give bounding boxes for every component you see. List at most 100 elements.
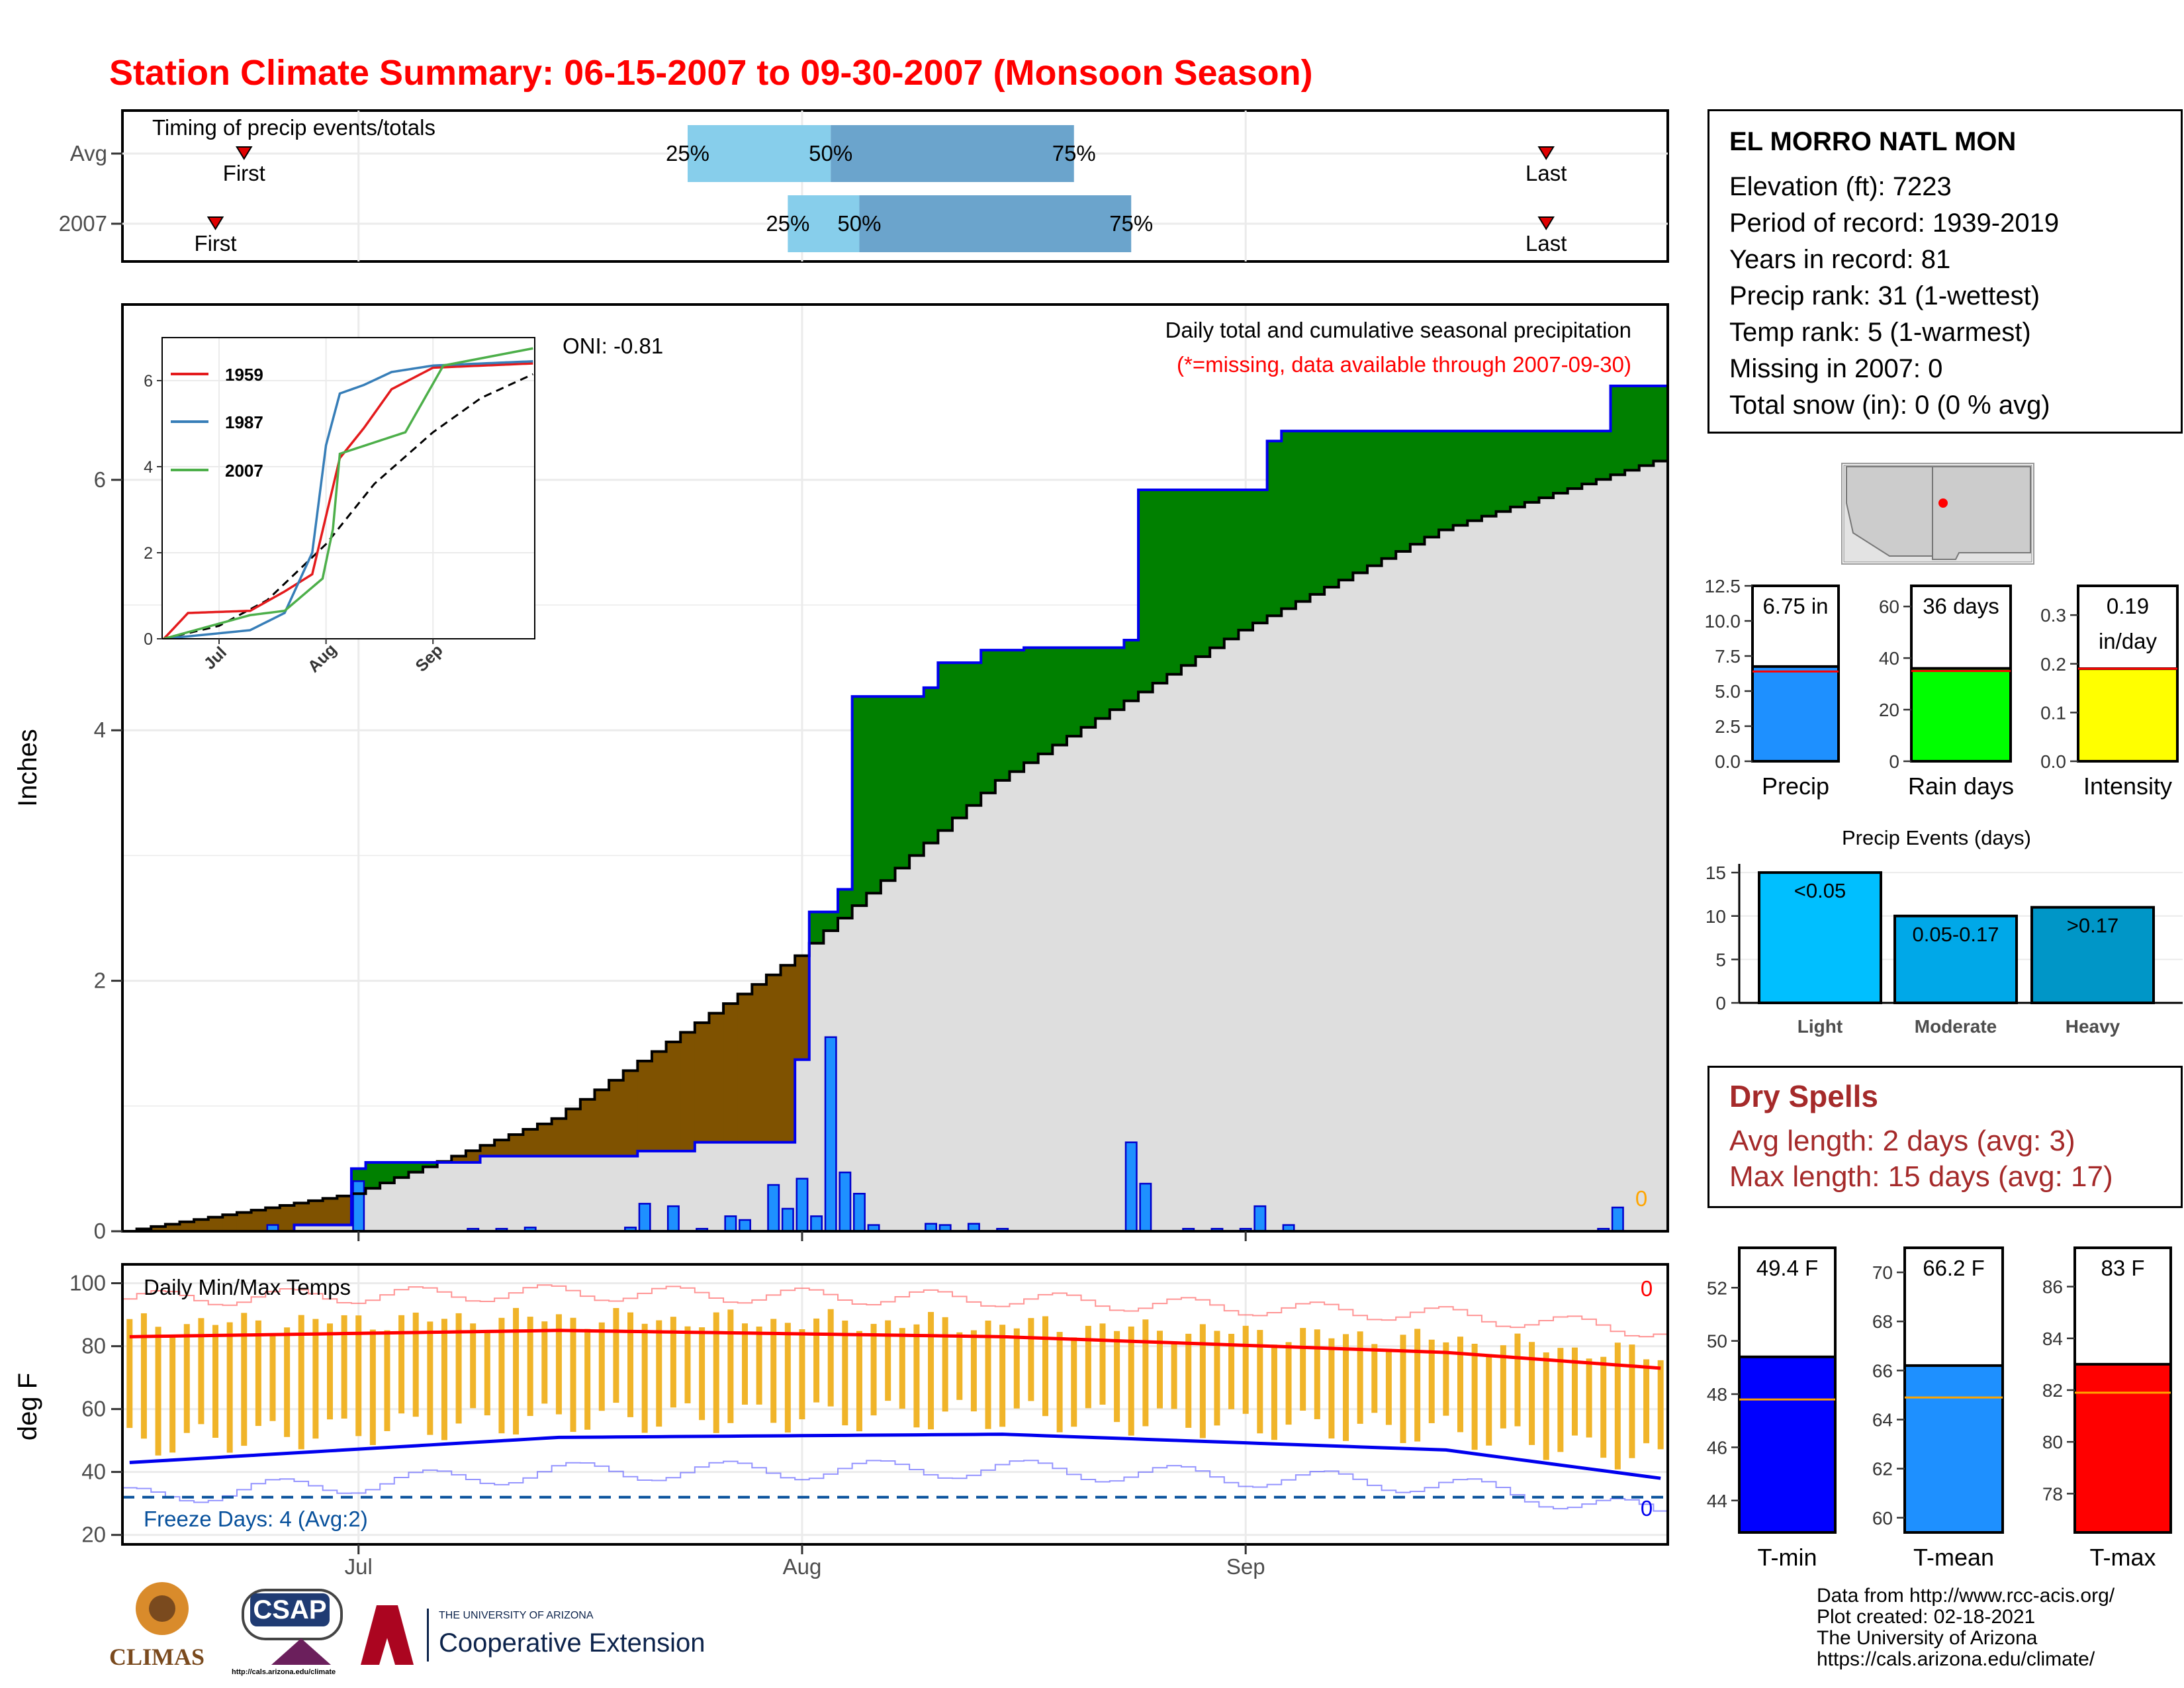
daily-temp-range-bar <box>269 1334 276 1421</box>
last-marker-label: Last <box>1525 161 1567 185</box>
raindays-summary-label: Rain days <box>1908 773 2014 800</box>
daily-precip-bar <box>666 1205 680 1231</box>
intensity-summary-ytick-label: 0.3 <box>2040 605 2066 626</box>
surplus-fill <box>1539 431 1554 498</box>
surplus-fill <box>1510 431 1525 507</box>
temp-missing-top: 0 <box>1641 1276 1653 1301</box>
tmean-summary-value-label: 66.2 F <box>1923 1256 1985 1280</box>
climatology-fill <box>852 906 867 1231</box>
deficit-fill <box>222 1215 238 1231</box>
average-max-temp-line <box>129 1329 1661 1370</box>
surplus-fill <box>866 696 882 894</box>
surplus-fill <box>1152 490 1167 684</box>
climatology-fill <box>1610 475 1625 1231</box>
climatology-fill <box>537 1156 553 1231</box>
deficit-fill <box>709 1013 724 1143</box>
daily-temp-range-bar <box>470 1323 477 1409</box>
climatology-fill <box>866 893 882 1231</box>
dry-spells-title: Dry Spells <box>1729 1079 1878 1113</box>
timing-title: Timing of precip events/totals <box>152 115 435 140</box>
daily-temp-range-bar <box>727 1309 734 1423</box>
daily-temp-range-bar <box>1357 1331 1363 1424</box>
events-category-label: Light <box>1797 1016 1843 1037</box>
climatology-fill <box>609 1156 624 1231</box>
deficit-fill <box>151 1226 166 1231</box>
raindays-summary-ytick-label: 20 <box>1879 700 1899 720</box>
tmean-summary-label: T-mean <box>1913 1544 1994 1571</box>
deficit-fill <box>623 1070 638 1156</box>
temp-title: Daily Min/Max Temps <box>144 1275 351 1299</box>
main-note: (*=missing, data available through 2007-… <box>1177 352 1631 377</box>
main-ytick-label: 2 <box>94 968 106 993</box>
surplus-fill <box>1381 431 1396 559</box>
daily-temp-range-bar <box>498 1317 505 1434</box>
climatology-fill <box>551 1156 567 1231</box>
climatology-fill <box>723 1142 739 1231</box>
tmean-summary-ytick-label: 68 <box>1872 1311 1893 1332</box>
deficit-fill <box>337 1196 352 1225</box>
daily-temp-range-bar <box>1042 1316 1049 1417</box>
raindays-summary-value-label: 36 days <box>1923 594 1999 618</box>
daily-temp-range-bar <box>870 1323 877 1416</box>
daily-temp-range-bar <box>1028 1318 1034 1401</box>
deficit-fill <box>194 1219 209 1231</box>
daily-temp-range-bar <box>1300 1328 1306 1411</box>
daily-temp-range-bar <box>985 1320 991 1429</box>
surplus-fill <box>1066 647 1082 737</box>
climatology-fill <box>294 1225 309 1231</box>
daily-temp-range-bar <box>1614 1342 1621 1470</box>
surplus-fill <box>1439 431 1454 530</box>
tmax-summary-ytick-label: 86 <box>2042 1277 2063 1297</box>
tmin-summary-ytick-label: 48 <box>1707 1384 1727 1405</box>
timing-percentile-label: 75% <box>1109 211 1153 236</box>
intensity-summary: 0.0 0.1 0.2 0.3 0.19 in/day Intensity <box>2040 585 2179 800</box>
daily-temp-range-bar <box>1371 1344 1378 1413</box>
surplus-fill <box>909 696 925 856</box>
surplus-fill <box>1038 647 1053 754</box>
daily-temp-range-bar <box>212 1325 219 1438</box>
surplus-fill <box>1481 431 1497 516</box>
ua-cooperative-extension: Cooperative Extension <box>439 1628 705 1658</box>
last-marker-label: Last <box>1525 231 1567 256</box>
daily-temp-range-bar <box>341 1315 347 1419</box>
precip-summary-ytick-label: 2.5 <box>1715 716 1741 737</box>
climatology-fill <box>981 792 996 1231</box>
climatology-fill <box>1281 608 1297 1231</box>
daily-temp-range-bar <box>312 1319 319 1439</box>
surplus-fill <box>1095 647 1111 719</box>
main-ytick-label: 0 <box>94 1219 106 1243</box>
daily-temp-range-bar <box>627 1312 634 1417</box>
deficit-fill <box>208 1217 223 1231</box>
freeze-days-label: Freeze Days: 4 (Avg:2) <box>144 1507 368 1531</box>
daily-precip-bar <box>810 1215 823 1231</box>
temp-panel: 20 40 60 80 100 Jul Aug Sep Daily Min/Max Temp… <box>13 1263 1669 1579</box>
station-missing: Missing in 2007: 0 <box>1729 354 1943 383</box>
intensity-summary-label: Intensity <box>2083 773 2172 800</box>
deficit-fill <box>566 1109 581 1156</box>
deficit-fill <box>680 1032 696 1151</box>
deficit-fill <box>766 974 782 1143</box>
main-ytick-label: 6 <box>94 467 106 492</box>
daily-temp-range-bar <box>799 1329 805 1420</box>
daily-precip-bar <box>1124 1141 1138 1231</box>
climatology-fill <box>923 843 938 1231</box>
daily-temp-range-bar <box>827 1309 834 1407</box>
last-marker <box>1537 216 1555 230</box>
climatology-fill <box>1310 594 1325 1231</box>
daily-temp-range-bar <box>885 1320 891 1401</box>
daily-temp-range-bar <box>928 1311 934 1430</box>
precip-summary-label: Precip <box>1762 773 1829 800</box>
precip-summary-ytick-label: 7.5 <box>1715 646 1741 667</box>
climatology-fill <box>1582 484 1597 1231</box>
station-snow: Total snow (in): 0 (0 % avg) <box>1729 391 2050 420</box>
surplus-fill <box>1238 490 1253 630</box>
climatology-fill <box>322 1225 338 1231</box>
daily-precip-bar <box>724 1215 737 1231</box>
first-marker-label: First <box>223 161 265 185</box>
surplus-fill <box>1396 431 1411 551</box>
daily-temp-range-bar <box>427 1321 433 1435</box>
intensity-summary-value-label: 0.19 <box>2107 594 2149 618</box>
credits: Data from http://www.rcc-acis.org/ Plot … <box>1817 1585 2115 1670</box>
station-marker <box>1938 498 1948 508</box>
